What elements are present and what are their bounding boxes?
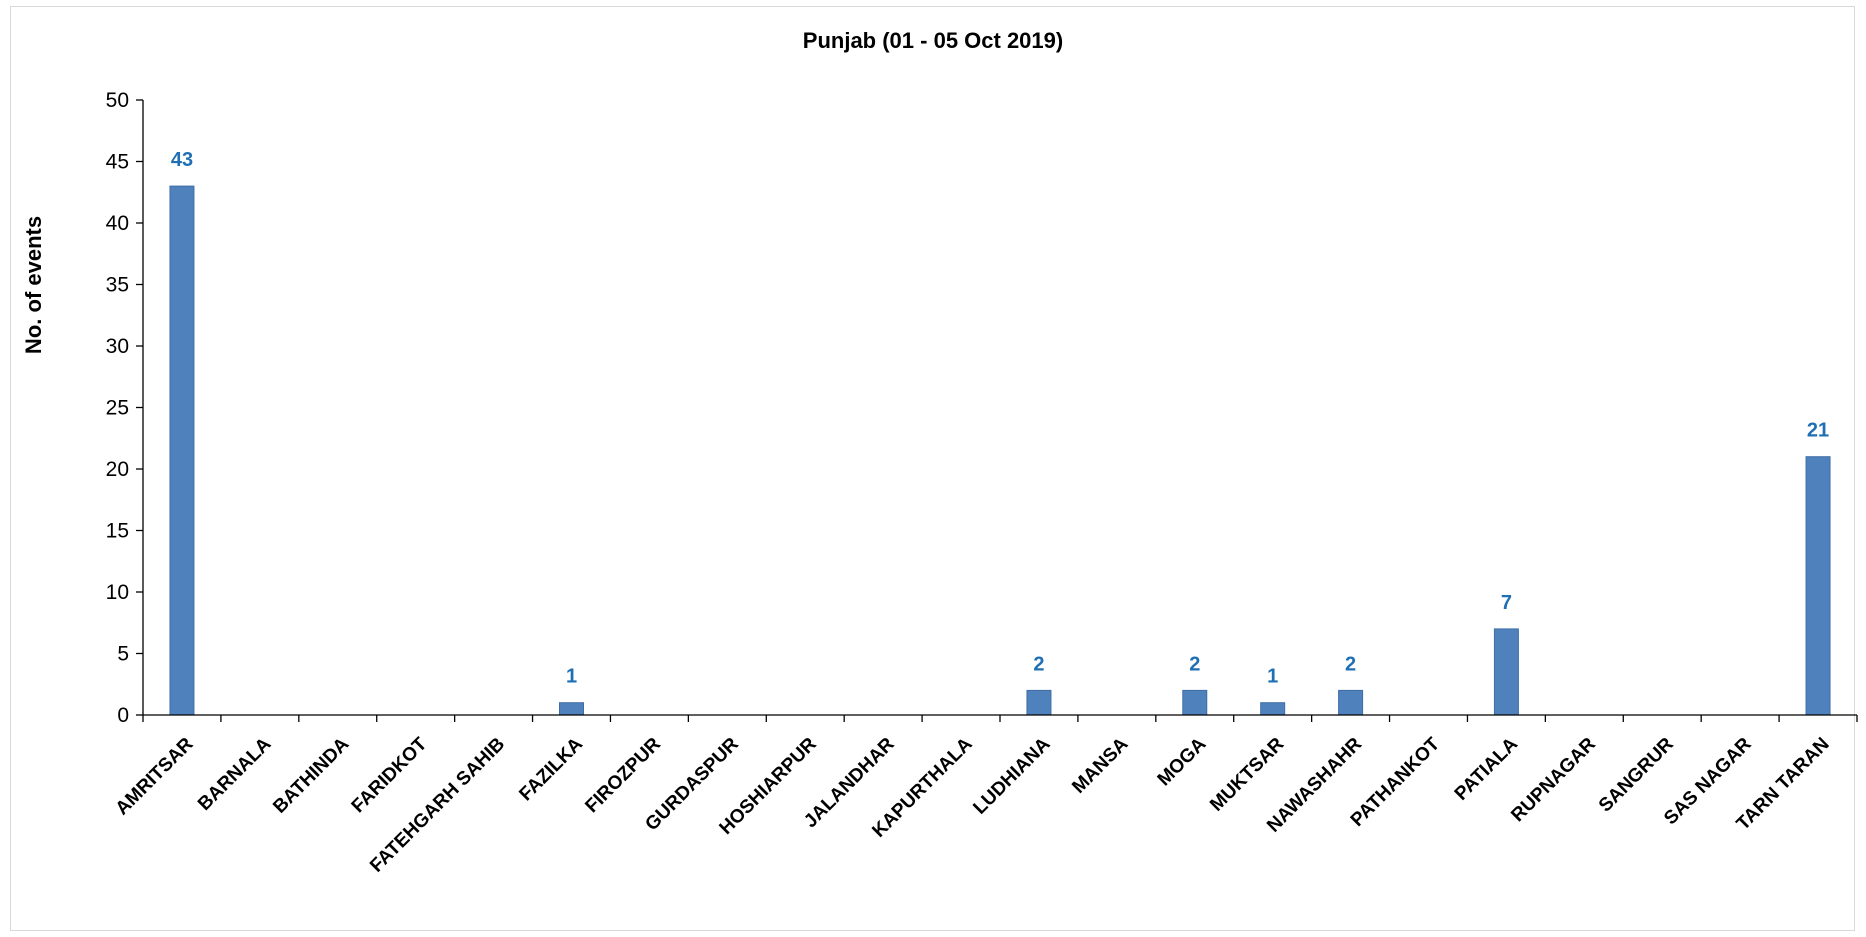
y-tick-label: 10 <box>106 581 129 604</box>
data-label: 7 <box>1501 592 1512 614</box>
y-axis-label: No. of events <box>21 216 46 354</box>
data-label: 1 <box>1267 666 1278 688</box>
y-tick-label: 20 <box>106 458 129 481</box>
x-tick-label: LUDHIANA <box>969 733 1054 818</box>
chart-title: Punjab (01 - 05 Oct 2019) <box>803 28 1063 53</box>
bar <box>1338 689 1364 716</box>
data-label: 21 <box>1807 420 1829 442</box>
x-tick-label: FATEHGARH SAHIB <box>366 734 509 877</box>
x-tick-label: PATIALA <box>1451 733 1522 804</box>
x-tick-label: BARNALA <box>194 733 275 814</box>
chart-area <box>10 6 1855 931</box>
y-tick-label: 40 <box>106 212 129 235</box>
y-tick-label: 5 <box>117 643 129 666</box>
x-tick-label: RUPNAGAR <box>1507 733 1600 826</box>
y-tick-label: 15 <box>106 520 129 543</box>
x-tick-label: FIROZPUR <box>581 733 665 817</box>
data-label: 2 <box>1189 653 1200 675</box>
y-axis: 0 5 10 15 20 25 30 35 40 45 50 <box>106 89 144 727</box>
y-tick-label: 30 <box>106 335 129 358</box>
x-tick-label: SANGRUR <box>1595 733 1678 816</box>
data-label: 1 <box>566 666 577 688</box>
bar <box>1026 689 1052 716</box>
y-tick-label: 0 <box>117 704 129 727</box>
bar <box>559 702 584 716</box>
x-tick-label: AMRITSAR <box>112 733 198 819</box>
bar <box>1493 628 1519 716</box>
y-tick-label: 25 <box>106 397 129 420</box>
data-label: 43 <box>171 149 193 171</box>
x-axis: AMRITSARBARNALABATHINDAFARIDKOTFATEHGARH… <box>112 714 1858 877</box>
bar <box>1182 689 1208 716</box>
bar <box>1260 702 1286 716</box>
x-tick-label: MOGA <box>1154 733 1211 790</box>
y-tick-label: 35 <box>106 274 129 297</box>
bar <box>1805 456 1831 716</box>
bars <box>169 185 1831 716</box>
data-label: 2 <box>1033 653 1044 675</box>
x-tick-label: FAZILKA <box>515 733 587 805</box>
y-tick-label: 45 <box>106 151 129 174</box>
x-tick-label: FARIDKOT <box>348 733 432 817</box>
data-label: 2 <box>1345 653 1356 675</box>
x-tick-label: MANSA <box>1068 733 1132 797</box>
x-tick-label: MUKTSAR <box>1206 733 1288 815</box>
x-tick-label: BATHINDA <box>269 733 353 817</box>
bar <box>169 185 195 716</box>
y-tick-label: 50 <box>106 89 129 112</box>
